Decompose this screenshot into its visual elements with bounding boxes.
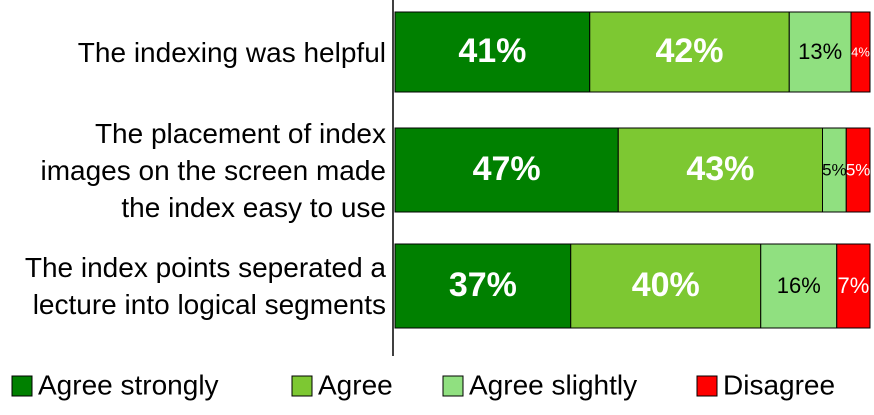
bar-segment	[589, 11, 790, 93]
bar-segment	[836, 243, 871, 329]
value-label: 43%	[686, 150, 754, 188]
value-label: 5%	[822, 161, 847, 180]
bar-segment	[394, 11, 591, 93]
legend-label: Agree slightly	[469, 369, 637, 400]
legend-swatch	[442, 375, 464, 397]
category-label: The indexing was helpful	[77, 36, 386, 68]
value-label: 16%	[777, 273, 821, 298]
value-label: 5%	[846, 161, 871, 180]
value-label: 47%	[473, 150, 541, 188]
bar-segment	[570, 243, 762, 329]
legend-label: Disagree	[723, 369, 835, 400]
bar-segment	[788, 11, 852, 93]
bar-segment	[394, 127, 619, 213]
bar-segment	[617, 127, 823, 213]
value-label: 40%	[632, 266, 700, 304]
value-label: 4%	[851, 44, 870, 59]
value-label: 41%	[458, 32, 526, 70]
bar-segment	[845, 127, 871, 213]
value-label: 42%	[655, 32, 723, 70]
bar-segment	[394, 243, 572, 329]
legend-swatch	[291, 375, 313, 397]
legend-label: Agree	[318, 369, 393, 400]
value-label: 7%	[837, 273, 869, 298]
category-label: The index points seperated a lecture int…	[24, 252, 386, 320]
legend-label: Agree strongly	[38, 369, 219, 400]
value-label: 13%	[798, 39, 842, 64]
category-label: The placement of index images on the scr…	[40, 117, 386, 223]
legend-swatch	[11, 375, 33, 397]
legend-swatch	[696, 375, 718, 397]
value-label: 37%	[449, 266, 517, 304]
bar-segment	[850, 11, 871, 93]
bar-segment	[760, 243, 838, 329]
